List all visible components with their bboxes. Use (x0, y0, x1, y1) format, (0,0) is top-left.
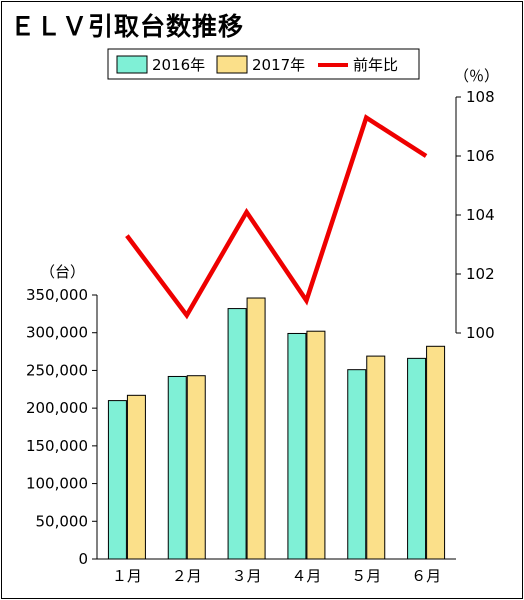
chart-title: ＥＬＶ引取台数推移 (10, 12, 244, 41)
category-label: ５月 (351, 567, 381, 585)
bar-2017年-1 (186, 375, 206, 560)
bar-2017年-2 (246, 297, 266, 560)
category-label: ４月 (291, 567, 321, 585)
category-label: ３月 (232, 567, 262, 585)
left-tick-label: 0 (78, 550, 88, 568)
bar-2016年-2 (227, 308, 247, 560)
category-label: １月 (112, 567, 142, 585)
legend-swatch-2017 (216, 55, 248, 74)
ratio-line (125, 114, 428, 320)
bar-2017年-4 (366, 355, 386, 560)
right-tick-label: 100 (466, 324, 495, 342)
bar-2016年-4 (347, 369, 367, 560)
right-tick-label: 106 (466, 147, 495, 165)
legend-box (107, 48, 420, 80)
legend-swatch-2016 (116, 55, 148, 74)
bar-2016年-3 (287, 332, 307, 560)
left-axis-unit: （台） (40, 263, 85, 281)
bar-2017年-5 (426, 345, 446, 560)
bar-2016年-0 (107, 400, 127, 560)
left-tick-label: 50,000 (36, 512, 89, 530)
bar-2017年-0 (126, 394, 146, 560)
left-tick-label: 300,000 (26, 324, 88, 342)
category-label: ２月 (172, 567, 202, 585)
category-label: ６月 (411, 567, 441, 585)
right-tick-label: 104 (466, 206, 495, 224)
right-axis-ticks: 100 102 104 106 108 (456, 88, 495, 342)
left-axis-ticks: 0 50,000 100,000 150,000 200,000 250,000 300,0… (26, 286, 97, 568)
line-series-ratio (125, 114, 428, 320)
right-axis-unit: （％） (454, 67, 499, 85)
legend-label-ratio: 前年比 (353, 56, 398, 74)
bars (107, 297, 446, 560)
right-tick-label: 102 (466, 265, 495, 283)
left-tick-label: 150,000 (26, 437, 88, 455)
left-tick-label: 350,000 (26, 286, 88, 304)
left-tick-label: 200,000 (26, 399, 88, 417)
legend-label-2016: 2016年 (152, 56, 205, 74)
right-tick-label: 108 (466, 88, 495, 106)
category-labels: １月 ２月 ３月 ４月 ５月 ６月 (112, 567, 441, 585)
legend-label-2017: 2017年 (252, 56, 305, 74)
bar-2016年-1 (167, 375, 187, 560)
left-tick-label: 250,000 (26, 361, 88, 379)
bar-2017年-3 (306, 330, 326, 560)
left-tick-label: 100,000 (26, 475, 88, 493)
bar-2016年-5 (407, 357, 427, 560)
